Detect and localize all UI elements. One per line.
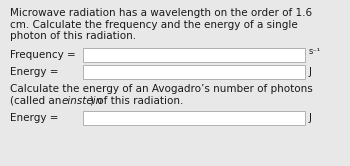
Text: Energy =: Energy = <box>10 113 62 123</box>
Text: einstein: einstein <box>62 95 103 106</box>
FancyBboxPatch shape <box>83 111 305 125</box>
Text: s⁻¹: s⁻¹ <box>309 47 321 56</box>
FancyBboxPatch shape <box>83 65 305 79</box>
Text: cm. Calculate the frequency and the energy of a single: cm. Calculate the frequency and the ener… <box>10 19 298 30</box>
Text: Microwave radiation has a wavelength on the order of 1.6: Microwave radiation has a wavelength on … <box>10 8 312 18</box>
Text: Energy =: Energy = <box>10 67 62 77</box>
Text: Frequency =: Frequency = <box>10 50 79 60</box>
Text: J: J <box>309 113 312 123</box>
Text: ) of this radiation.: ) of this radiation. <box>90 95 183 106</box>
Text: Calculate the energy of an Avogadro’s number of photons: Calculate the energy of an Avogadro’s nu… <box>10 84 313 94</box>
Text: photon of this radiation.: photon of this radiation. <box>10 31 136 41</box>
FancyBboxPatch shape <box>83 48 305 62</box>
Text: (called an: (called an <box>10 95 65 106</box>
Text: J: J <box>309 67 312 77</box>
